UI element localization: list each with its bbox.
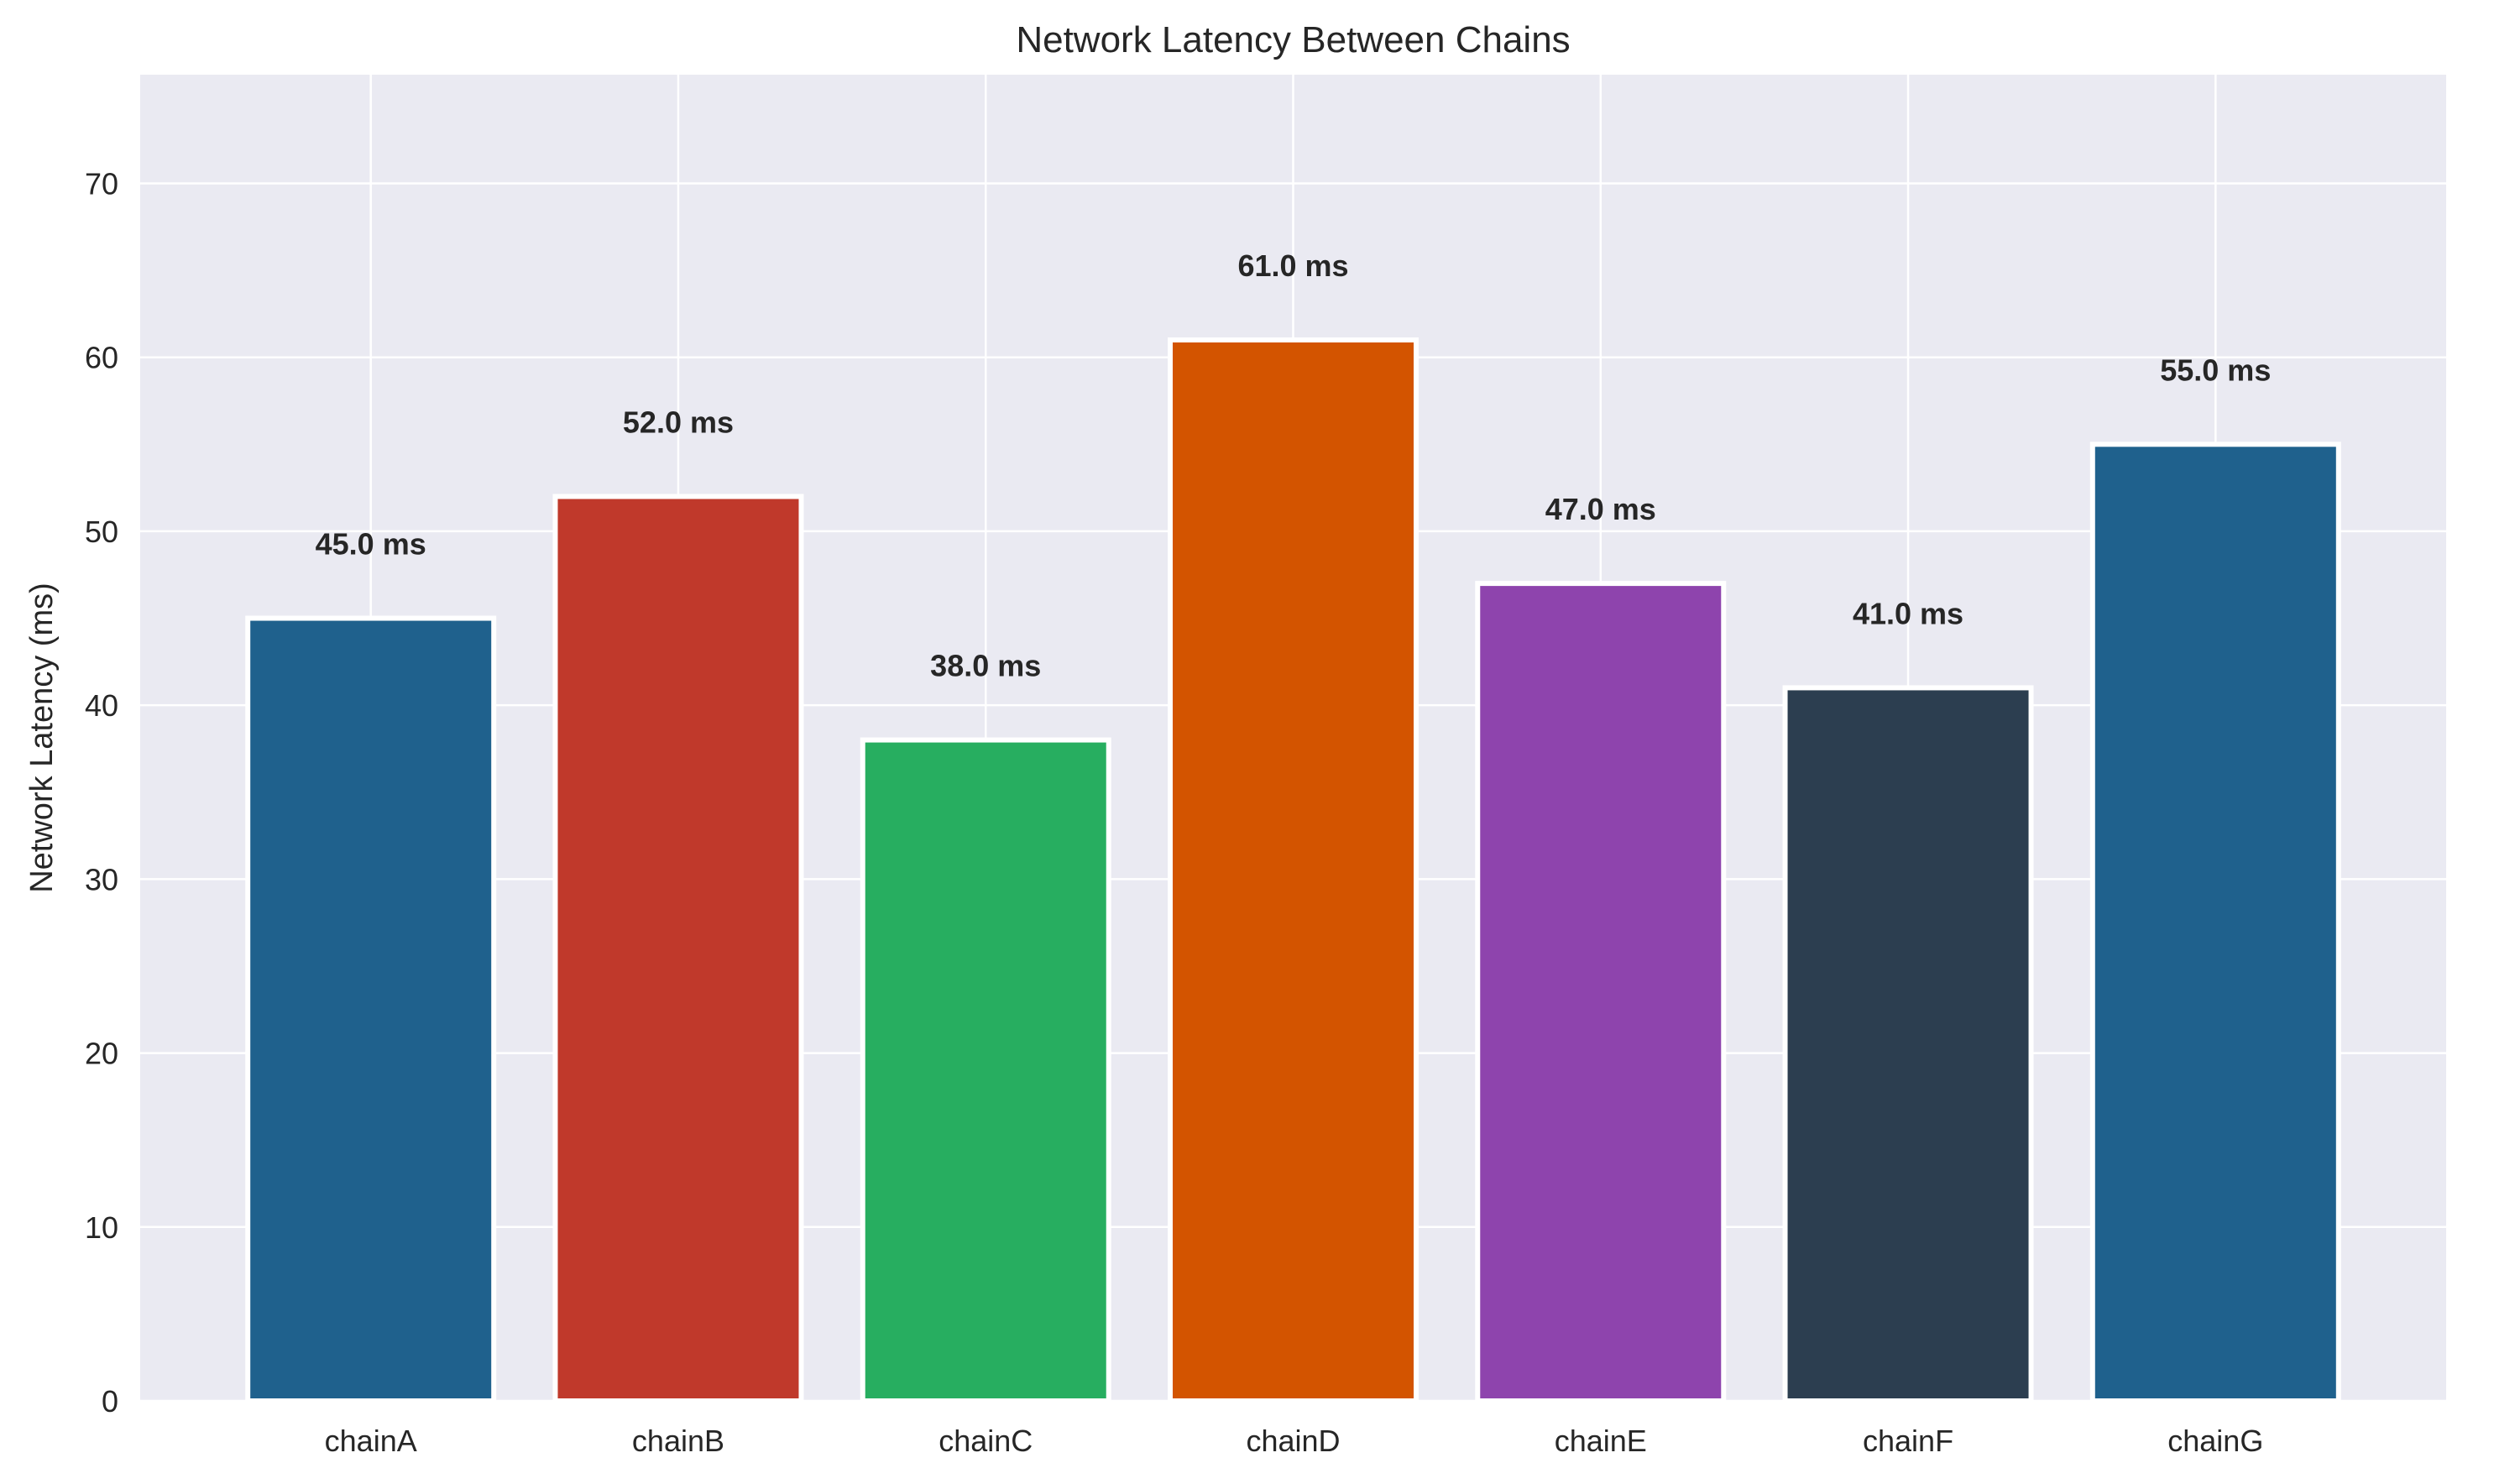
x-tick-label: chainF [1863, 1424, 1953, 1458]
y-tick-label: 70 [85, 167, 118, 201]
data-labels: 45.0 ms 52.0 ms 38.0 ms 61.0 ms 47.0 ms 41.0 … [316, 248, 2272, 683]
y-tick-label: 60 [85, 341, 118, 375]
y-tick-label: 10 [85, 1210, 118, 1245]
y-axis-label: Network Latency (ms) [24, 583, 60, 893]
x-tick-label: chainE [1555, 1424, 1647, 1458]
data-label-chainC: 38.0 ms [930, 649, 1041, 683]
y-tick-label: 40 [85, 688, 118, 723]
x-tick-label: chainA [325, 1424, 417, 1458]
data-label-chainF: 41.0 ms [1853, 596, 1963, 630]
bar-chainB [552, 494, 804, 1403]
x-axis-ticks: chainA chainB chainC chainD chainE chainF chai… [325, 1424, 2264, 1458]
bars [245, 337, 2341, 1403]
bar-chainG [2089, 442, 2341, 1403]
x-tick-label: chainD [1246, 1424, 1340, 1458]
y-tick-label: 0 [102, 1384, 118, 1419]
bar-chainE [1475, 581, 1727, 1403]
data-label-chainE: 47.0 ms [1545, 492, 1656, 526]
x-tick-label: chainG [2167, 1424, 2263, 1458]
bar-chainA [245, 615, 497, 1403]
data-label-chainG: 55.0 ms [2160, 353, 2271, 387]
y-tick-label: 50 [85, 515, 118, 549]
data-label-chainD: 61.0 ms [1237, 248, 1348, 283]
bar-chainC [860, 737, 1111, 1403]
data-label-chainA: 45.0 ms [316, 527, 426, 562]
x-tick-label: chainB [632, 1424, 724, 1458]
bar-chainD [1167, 337, 1420, 1403]
y-axis-ticks: 0 10 20 30 40 50 60 70 [85, 167, 118, 1419]
chart-title: Network Latency Between Chains [1016, 19, 1570, 60]
y-tick-label: 30 [85, 862, 118, 896]
bar-chainF [1782, 685, 2034, 1403]
data-label-chainB: 52.0 ms [623, 405, 734, 439]
x-tick-label: chainC [939, 1424, 1033, 1458]
y-tick-label: 20 [85, 1037, 118, 1071]
